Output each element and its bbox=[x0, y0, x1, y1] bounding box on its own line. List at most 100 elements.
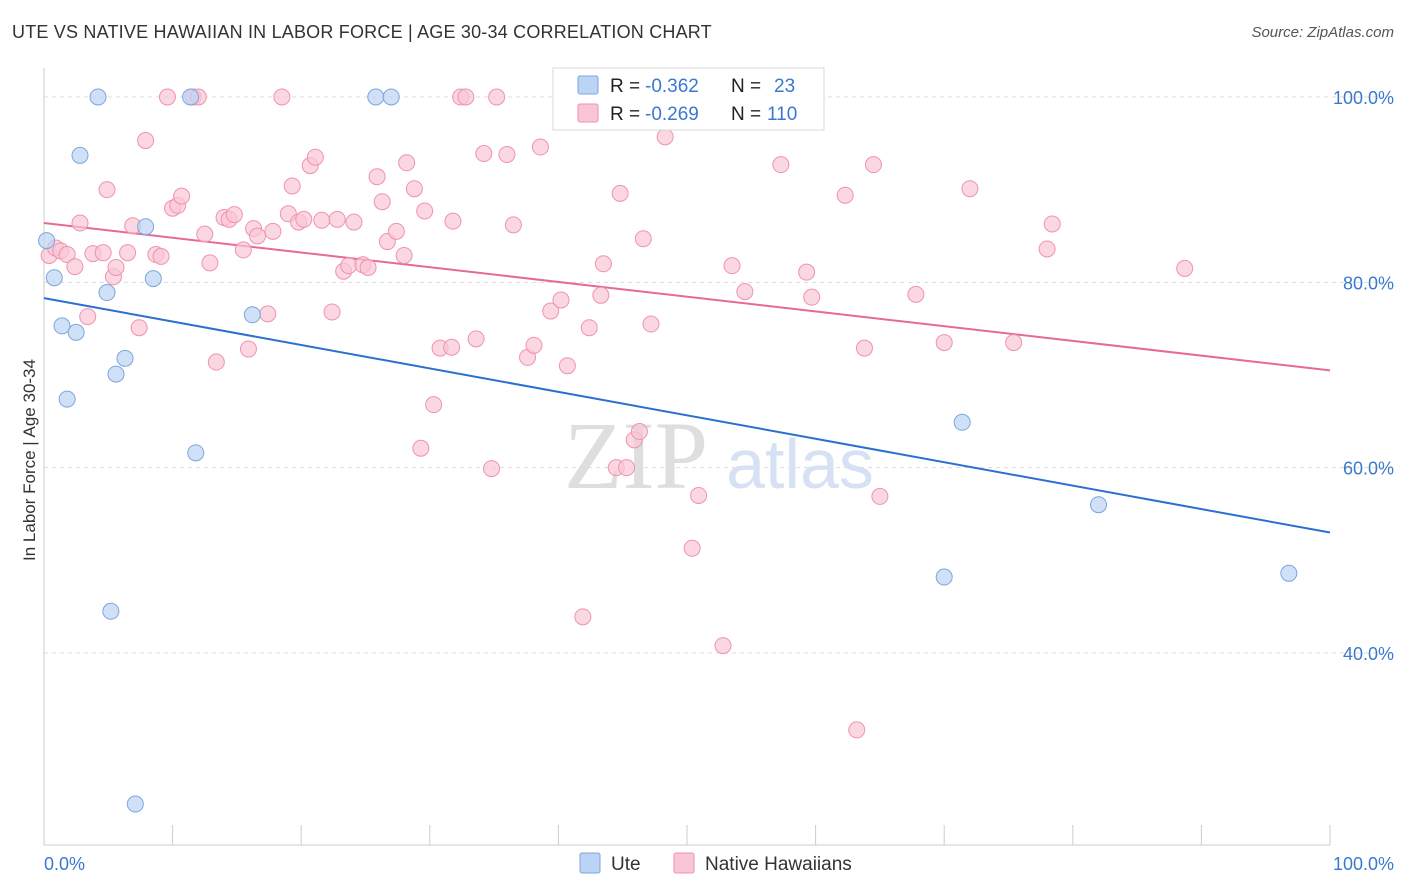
ute-point bbox=[71, 146, 89, 164]
native-hawaiians-trend-line bbox=[43, 222, 1331, 372]
ute-point bbox=[953, 413, 971, 431]
native-hawaiians-point bbox=[498, 145, 516, 163]
nh-n-value: 110 bbox=[767, 104, 797, 125]
native-hawaiians-point bbox=[1176, 259, 1194, 277]
native-hawaiians-point bbox=[504, 216, 522, 234]
native-hawaiians-point bbox=[1005, 334, 1023, 352]
chart-title: UTE VS NATIVE HAWAIIAN IN LABOR FORCE | … bbox=[12, 22, 712, 42]
native-hawaiians-point bbox=[558, 357, 576, 375]
ute-point bbox=[1090, 496, 1108, 514]
svg-text:R = -0.269 N =: R = -0.269 N = 110 bbox=[610, 104, 797, 125]
native-hawaiians-point bbox=[1043, 215, 1061, 233]
native-hawaiians-point bbox=[158, 88, 176, 106]
ute-r-value: -0.362 bbox=[645, 76, 699, 97]
native-hawaiians-point bbox=[1038, 240, 1056, 258]
ute-point bbox=[935, 568, 953, 586]
ute-point bbox=[367, 88, 385, 106]
native-hawaiians-point bbox=[444, 212, 462, 230]
nh-r-label: R = bbox=[610, 104, 645, 125]
native-hawaiians-point bbox=[457, 88, 475, 106]
native-hawaiians-point bbox=[359, 259, 377, 277]
ute-point bbox=[382, 88, 400, 106]
y-tick-label: 80.0% bbox=[1343, 273, 1394, 293]
native-hawaiians-point bbox=[173, 187, 191, 205]
native-hawaiians-point bbox=[264, 222, 282, 240]
native-hawaiians-point bbox=[552, 291, 570, 309]
native-hawaiians-point bbox=[488, 88, 506, 106]
ute-point bbox=[53, 317, 71, 335]
legend-ute-swatch bbox=[579, 852, 601, 874]
native-hawaiians-point bbox=[618, 459, 636, 477]
native-hawaiians-point bbox=[961, 180, 979, 198]
ute-point bbox=[126, 795, 144, 813]
ute-point bbox=[116, 349, 134, 367]
native-hawaiians-point bbox=[130, 319, 148, 337]
native-hawaiians-point bbox=[196, 225, 214, 243]
native-hawaiians-point bbox=[152, 247, 170, 265]
native-hawaiians-point bbox=[935, 334, 953, 352]
ute-point bbox=[137, 218, 155, 236]
native-hawaiians-point bbox=[66, 258, 84, 276]
native-hawaiians-point bbox=[416, 202, 434, 220]
ute-trend-line bbox=[43, 297, 1331, 534]
ute-point bbox=[243, 306, 261, 324]
ute-point bbox=[144, 270, 162, 288]
native-hawaiians-point bbox=[201, 254, 219, 272]
native-hawaiians-point bbox=[345, 213, 363, 231]
native-hawaiians-point bbox=[525, 336, 543, 354]
trend-lines bbox=[43, 222, 1331, 534]
native-hawaiians-point bbox=[848, 721, 866, 739]
native-hawaiians-point bbox=[736, 283, 754, 301]
native-hawaiians-point bbox=[836, 186, 854, 204]
ute-point bbox=[187, 444, 205, 462]
y-axis-label: In Labor Force | Age 30-34 bbox=[20, 359, 39, 561]
native-hawaiians-point bbox=[531, 138, 549, 156]
y-tick-label: 100.0% bbox=[1333, 88, 1394, 108]
native-hawaiians-point bbox=[683, 539, 701, 557]
native-hawaiians-point bbox=[239, 340, 257, 358]
svg-text:R = -0.362 N =: R = -0.362 N = 23 bbox=[610, 76, 795, 97]
source-credit: Source: ZipAtlas.com bbox=[1251, 24, 1394, 41]
watermark-atlas: atlas bbox=[726, 425, 874, 503]
native-hawaiians-point bbox=[368, 168, 386, 186]
legend-native-hawaiians-label: Native Hawaiians bbox=[705, 854, 852, 875]
ute-point bbox=[98, 284, 116, 302]
native-hawaiians-point bbox=[328, 210, 346, 228]
watermark: ZIP atlas bbox=[564, 402, 874, 509]
native-hawaiians-point bbox=[71, 214, 89, 232]
correlation-legend: R = -0.362 N = 23 R = -0.269 N = 110 bbox=[552, 67, 825, 131]
native-hawaiians-point bbox=[798, 263, 816, 281]
native-hawaiians-point bbox=[592, 286, 610, 304]
nh-n-label: N = bbox=[731, 104, 766, 125]
native-hawaiians-point bbox=[234, 241, 252, 259]
native-hawaiians-point bbox=[630, 423, 648, 441]
native-hawaiians-point bbox=[871, 487, 889, 505]
native-hawaiians-point bbox=[373, 193, 391, 211]
legend-native-hawaiians-swatch bbox=[673, 852, 695, 874]
native-hawaiians-point bbox=[94, 244, 112, 262]
native-hawaiians-point bbox=[387, 222, 405, 240]
native-hawaiians-point bbox=[283, 177, 301, 195]
native-hawaiians-point bbox=[273, 88, 291, 106]
native-hawaiians-point bbox=[723, 257, 741, 275]
native-hawaiians-point bbox=[340, 257, 358, 275]
ute-point bbox=[89, 88, 107, 106]
native-hawaiians-point bbox=[295, 210, 313, 228]
native-hawaiians-point bbox=[98, 181, 116, 199]
data-points bbox=[38, 88, 1298, 813]
native-hawaiians-point bbox=[656, 128, 674, 146]
nh-r-value: -0.269 bbox=[645, 104, 699, 125]
native-hawaiians-point bbox=[907, 285, 925, 303]
ute-n-label: N = bbox=[731, 76, 766, 97]
ute-point bbox=[38, 232, 56, 250]
native-hawaiians-point bbox=[313, 211, 331, 229]
ute-point bbox=[102, 602, 120, 620]
native-hawaiians-point bbox=[855, 339, 873, 357]
native-hawaiians-point bbox=[803, 288, 821, 306]
watermark-zip: ZIP bbox=[564, 402, 708, 509]
native-hawaiians-point bbox=[405, 180, 423, 198]
native-hawaiians-point bbox=[119, 244, 137, 262]
native-hawaiians-point bbox=[58, 246, 76, 264]
native-hawaiians-point bbox=[611, 184, 629, 202]
y-tick-label: 60.0% bbox=[1343, 459, 1394, 479]
